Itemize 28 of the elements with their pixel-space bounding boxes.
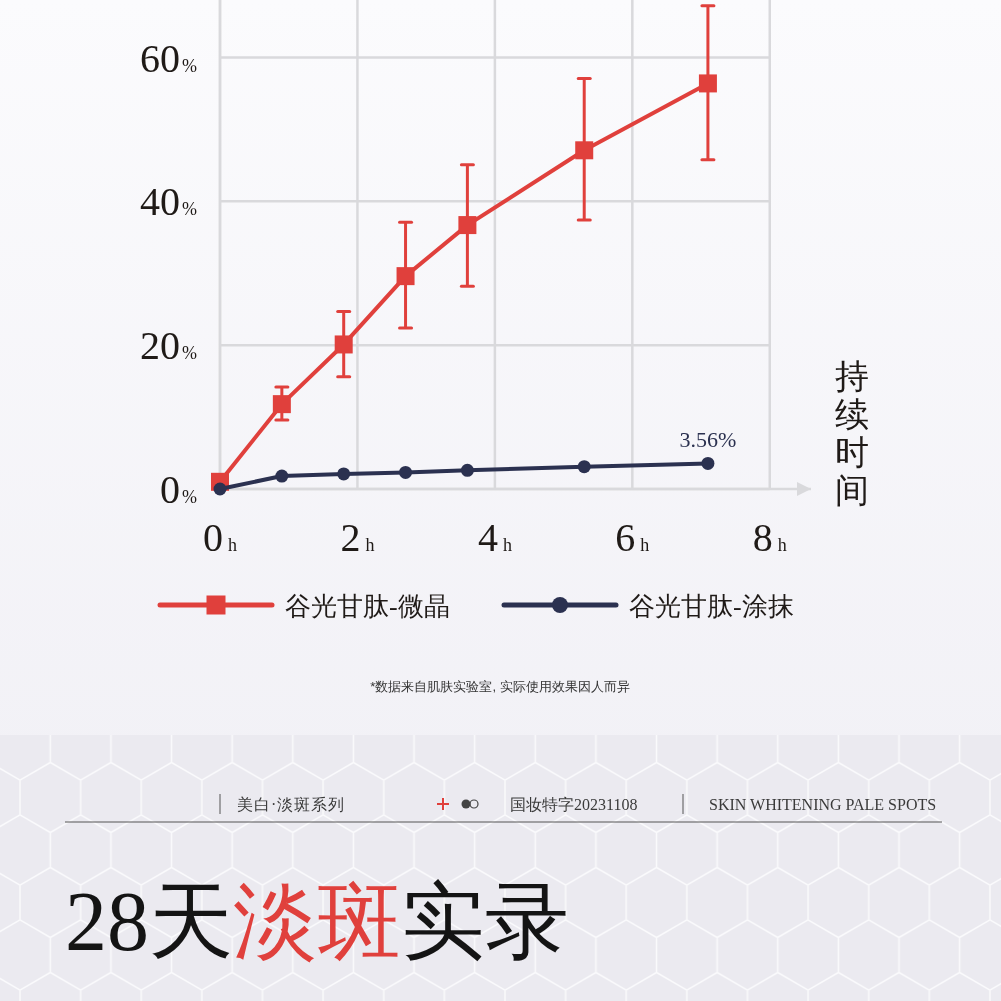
point: [337, 467, 351, 481]
point: [396, 267, 415, 286]
point: [275, 469, 289, 483]
point: [213, 482, 227, 496]
point: [575, 141, 594, 160]
text: SKIN WHITENING PALE SPOTS: [709, 796, 937, 813]
x-axis-title: 持续时间: [835, 358, 869, 509]
point: [701, 456, 715, 470]
point: [698, 74, 717, 93]
text: 实录: [401, 875, 569, 968]
y-tick-label: 40%: [140, 179, 197, 225]
text: 国妆特字20231108: [510, 796, 638, 813]
text: *数据来自肌肤实验室, 实际使用效果因人而异: [370, 679, 630, 694]
point: [272, 395, 291, 414]
text: 28天: [65, 875, 233, 968]
point: [334, 335, 353, 354]
point: [458, 216, 477, 235]
data-label: 3.56%: [679, 427, 737, 453]
legend-label: 谷光甘肽-微晶: [285, 592, 450, 621]
y-tick-label: 20%: [140, 323, 197, 369]
point: [577, 460, 591, 474]
text: 淡斑: [233, 875, 401, 968]
y-tick-label: 0%: [160, 467, 197, 512]
text: 美白·淡斑系列: [237, 796, 346, 813]
y-tick-label: 60%: [140, 35, 197, 81]
point: [460, 463, 474, 477]
point: [399, 465, 413, 479]
legend-label: 谷光甘肽-涂抹: [629, 592, 794, 621]
